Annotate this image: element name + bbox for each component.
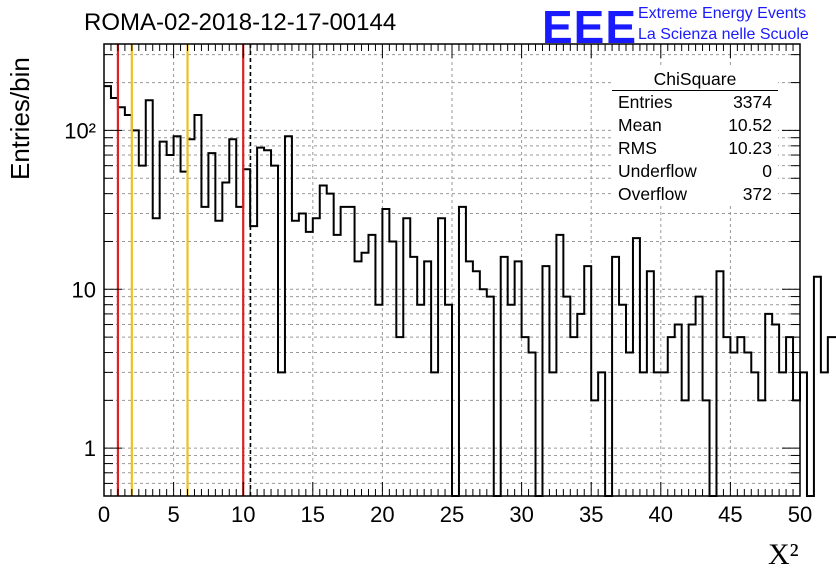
stats-row: Mean 10.52 [612, 114, 778, 137]
stats-label: Mean [618, 115, 662, 135]
stats-label: Overflow [618, 184, 688, 204]
x-tick-label: 45 [718, 502, 742, 527]
x-tick-label: 25 [440, 502, 464, 527]
stats-box-name: ChiSquare [612, 68, 778, 91]
x-tick-label: 20 [370, 502, 394, 527]
y-axis-label: Entries/bin [5, 57, 35, 180]
x-tick-label: 10 [231, 502, 255, 527]
eee-logo-line1: Extreme Energy Events [638, 5, 807, 22]
histogram-series [104, 85, 836, 497]
stats-row: Overflow 372 [612, 183, 778, 206]
x-axis-label: X² [768, 538, 799, 571]
x-tick-label: 40 [649, 502, 673, 527]
stats-label: Entries [618, 92, 673, 112]
x-tick-label: 15 [301, 502, 325, 527]
y-tick-label: 1 [84, 436, 96, 461]
y-tick-label: 10 [72, 277, 96, 302]
stats-value: 0 [762, 161, 772, 181]
stats-box: ChiSquare Entries 3374 Mean 10.52 RMS 10.23… [612, 68, 778, 206]
x-tick-label: 35 [579, 502, 603, 527]
x-tick-label: 50 [788, 502, 812, 527]
y-tick-label: 10² [64, 118, 96, 143]
chart-title: ROMA-02-2018-12-17-00144 [84, 9, 397, 36]
eee-logo-acronym: EEE [542, 1, 638, 53]
stats-value: 3374 [733, 92, 772, 112]
x-tick-label: 0 [98, 502, 110, 527]
x-tick-label: 5 [167, 502, 179, 527]
stats-value: 10.52 [728, 115, 772, 135]
stats-row: Entries 3374 [612, 91, 778, 114]
eee-logo-line2: La Scienza nelle Scuole [638, 26, 809, 43]
x-tick-label: 30 [509, 502, 533, 527]
stats-value: 372 [742, 184, 772, 204]
stats-row: RMS 10.23 [612, 137, 778, 160]
stats-label: Underflow [618, 161, 697, 181]
stats-value: 10.23 [728, 138, 772, 158]
stats-row: Underflow 0 [612, 160, 778, 183]
stats-label: RMS [618, 138, 657, 158]
